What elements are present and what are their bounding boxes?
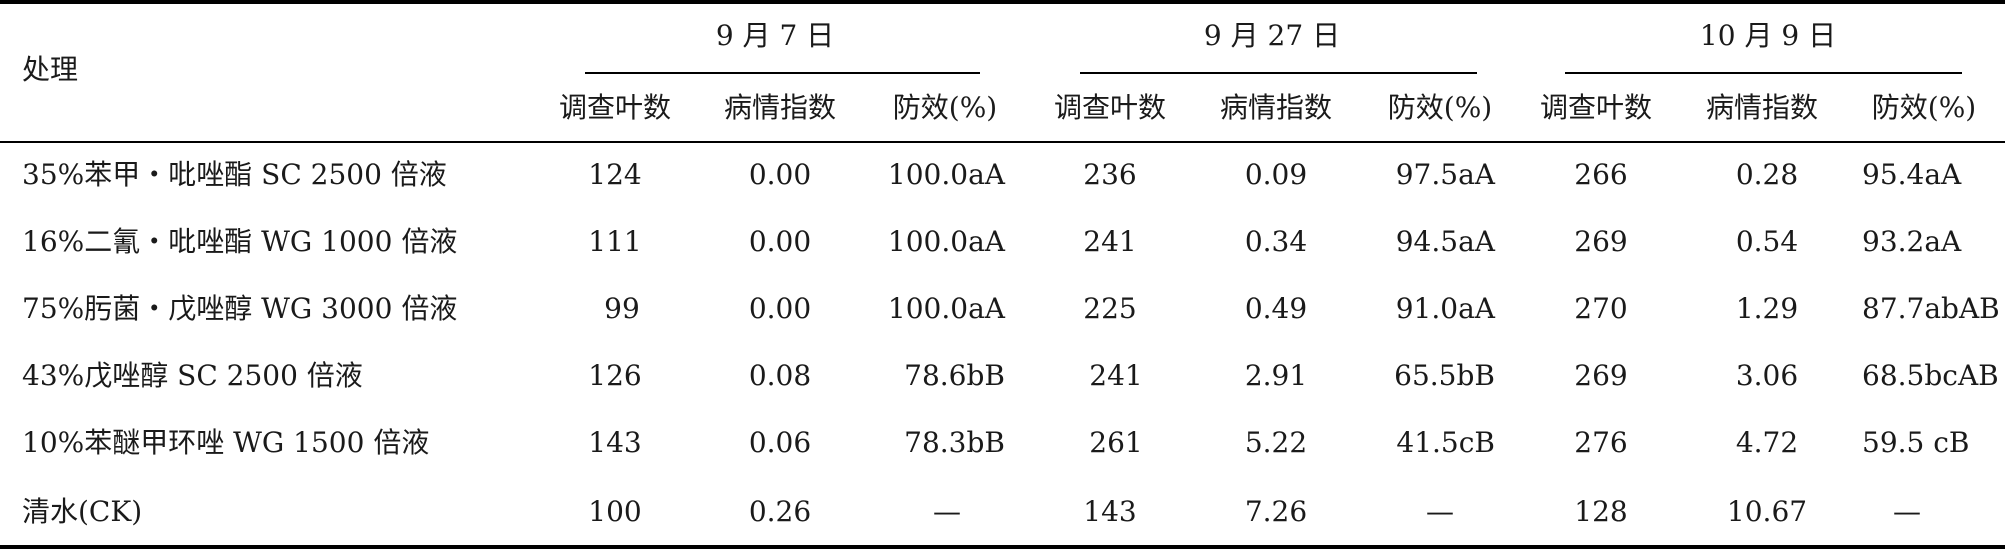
efficacy-cell: 94.5aA [1395, 225, 1495, 258]
leaves-cell: 126 [588, 359, 642, 392]
index-cell: 4.72 [1735, 426, 1799, 459]
efficacy-cell: 91.0aA [1395, 292, 1495, 325]
leaves-cell: 269 [1574, 359, 1628, 392]
index-cell: 0.34 [1244, 225, 1308, 258]
date-header-2: 9 月 27 日 [1203, 19, 1341, 52]
efficacy-cell: 78.6bB [904, 359, 1005, 392]
leaves-cell: 241 [1089, 359, 1143, 392]
treatment-cell: 75%肟菌・戊唑醇 WG 3000 倍液 [22, 292, 458, 325]
sub-header-index: 病情指数 [723, 91, 837, 124]
sub-header-index: 病情指数 [1219, 91, 1333, 124]
leaves-cell: 143 [1083, 495, 1137, 528]
index-cell: 1.29 [1735, 292, 1799, 325]
efficacy-cell: 100.0aA [887, 158, 1005, 191]
date-3-underline [1565, 72, 1962, 74]
sub-header-efficacy: 防效(%) [1871, 91, 1977, 124]
leaves-cell: 241 [1083, 225, 1137, 258]
efficacy-cell: — [1426, 495, 1454, 528]
index-cell: 0.28 [1735, 158, 1799, 191]
sub-header-efficacy: 防效(%) [892, 91, 998, 124]
sub-header-efficacy: 防效(%) [1387, 91, 1493, 124]
efficacy-cell: 93.2aA [1862, 225, 1962, 258]
efficacy-cell: 78.3bB [904, 426, 1005, 459]
efficacy-cell: 95.4aA [1862, 158, 1962, 191]
leaves-cell: 236 [1083, 158, 1137, 191]
date-2-underline [1080, 72, 1477, 74]
leaves-cell: 261 [1089, 426, 1143, 459]
index-cell: 0.00 [748, 292, 812, 325]
efficacy-cell: 87.7abAB [1862, 292, 2000, 325]
index-cell: 0.08 [748, 359, 812, 392]
index-cell: 0.49 [1244, 292, 1308, 325]
efficacy-cell: 59.5 cB [1862, 426, 1970, 459]
efficacy-cell: 100.0aA [887, 225, 1005, 258]
leaves-cell: 124 [588, 158, 642, 191]
efficacy-cell: 68.5bcAB [1862, 359, 1999, 392]
date-header-3: 10 月 9 日 [1699, 19, 1837, 52]
index-cell: 10.67 [1726, 495, 1808, 528]
treatment-header: 处理 [22, 53, 79, 86]
leaves-cell: 270 [1574, 292, 1628, 325]
index-cell: 0.54 [1735, 225, 1799, 258]
treatment-cell: 10%苯醚甲环唑 WG 1500 倍液 [22, 426, 430, 459]
sub-header-leaves: 调查叶数 [1539, 91, 1653, 124]
index-cell: 2.91 [1244, 359, 1308, 392]
index-cell: 7.26 [1244, 495, 1308, 528]
index-cell: 0.26 [748, 495, 812, 528]
leaves-cell: 225 [1083, 292, 1137, 325]
sub-header-leaves: 调查叶数 [558, 91, 672, 124]
leaves-cell: 99 [604, 292, 640, 325]
bottom-rule [0, 545, 2005, 549]
leaves-cell: 100 [588, 495, 642, 528]
leaves-cell: 128 [1574, 495, 1628, 528]
date-1-underline [585, 72, 980, 74]
index-cell: 0.00 [748, 225, 812, 258]
index-cell: 0.06 [748, 426, 812, 459]
leaves-cell: 111 [588, 225, 642, 258]
efficacy-cell: 65.5bB [1394, 359, 1495, 392]
index-cell: 5.22 [1244, 426, 1308, 459]
leaves-cell: 143 [588, 426, 642, 459]
sub-header-index: 病情指数 [1705, 91, 1819, 124]
index-cell: 0.09 [1244, 158, 1308, 191]
treatment-cell: 16%二氰・吡唑酯 WG 1000 倍液 [22, 225, 458, 258]
top-rule [0, 0, 2005, 4]
date-header-1: 9 月 7 日 [715, 19, 835, 52]
leaves-cell: 269 [1574, 225, 1628, 258]
leaves-cell: 276 [1574, 426, 1628, 459]
efficacy-cell: — [933, 495, 961, 528]
leaves-cell: 266 [1574, 158, 1628, 191]
treatment-cell: 清水(CK) [22, 495, 143, 528]
index-cell: 0.00 [748, 158, 812, 191]
efficacy-cell: 100.0aA [887, 292, 1005, 325]
header-rule [0, 141, 2005, 143]
efficacy-cell: 41.5cB [1396, 426, 1495, 459]
index-cell: 3.06 [1735, 359, 1799, 392]
treatment-cell: 35%苯甲・吡唑酯 SC 2500 倍液 [22, 158, 447, 191]
sub-header-leaves: 调查叶数 [1053, 91, 1167, 124]
efficacy-cell: 97.5aA [1395, 158, 1495, 191]
efficacy-cell: — [1893, 495, 1921, 528]
treatment-cell: 43%戊唑醇 SC 2500 倍液 [22, 359, 363, 392]
